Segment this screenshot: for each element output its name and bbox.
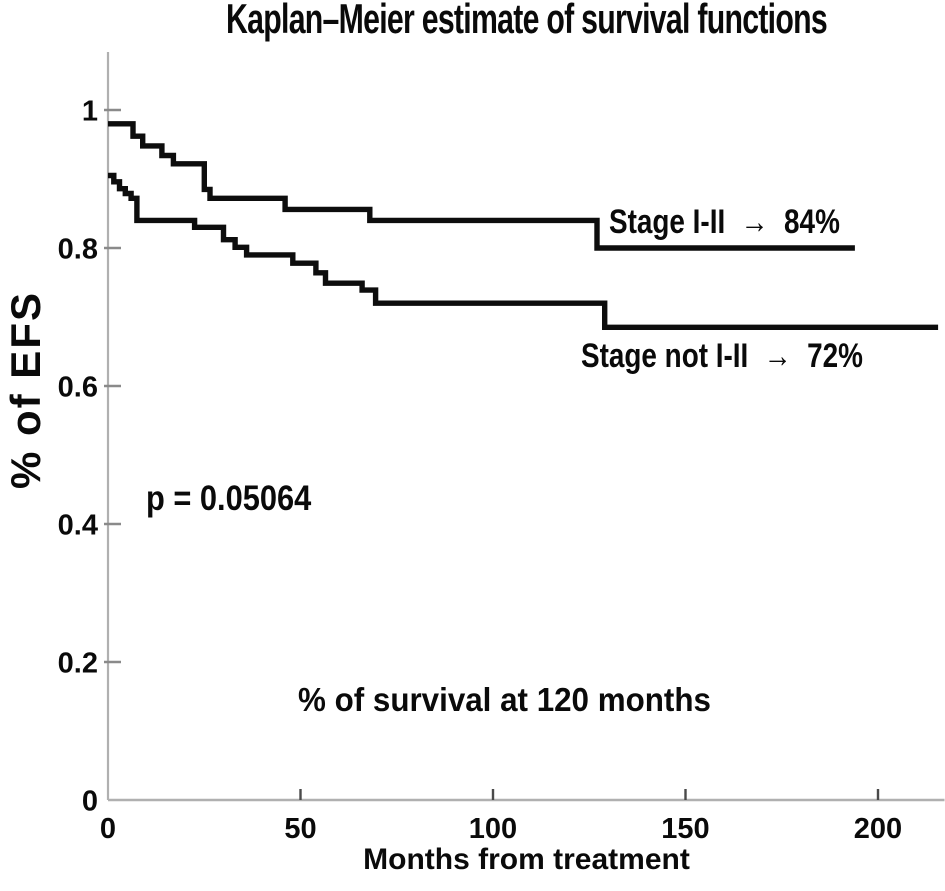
x-axis-label: Months from treatment — [363, 843, 690, 876]
y-tick-label: 0 — [82, 786, 98, 818]
x-tick-label: 100 — [469, 813, 517, 845]
chart-title: Kaplan–Meier estimate of survival functi… — [226, 0, 828, 42]
x-tick-label: 150 — [661, 813, 709, 845]
series-label-stage-i-ii: Stage I-II → 84% — [609, 203, 840, 241]
y-tick-label: 0.8 — [58, 234, 98, 266]
y-tick-label: 0.6 — [58, 372, 98, 404]
survival-curve-stage-i-ii — [108, 121, 855, 251]
y-tick-label: 0.2 — [58, 648, 98, 680]
y-axis-label: % of EFS — [2, 291, 49, 490]
survival-curve-stage-not-i-ii — [108, 172, 939, 330]
x-tick-label: 50 — [284, 813, 316, 845]
y-tick-label: 1 — [82, 96, 98, 128]
x-tick-label: 200 — [854, 813, 902, 845]
p-value-annotation: p = 0.05064 — [146, 479, 312, 518]
y-tick-label: 0.4 — [58, 510, 98, 542]
x-tick-label: 0 — [100, 813, 116, 845]
survival-note-annotation: % of survival at 120 months — [298, 681, 711, 718]
series-label-stage-not-i-ii: Stage not I-II → 72% — [581, 337, 863, 375]
